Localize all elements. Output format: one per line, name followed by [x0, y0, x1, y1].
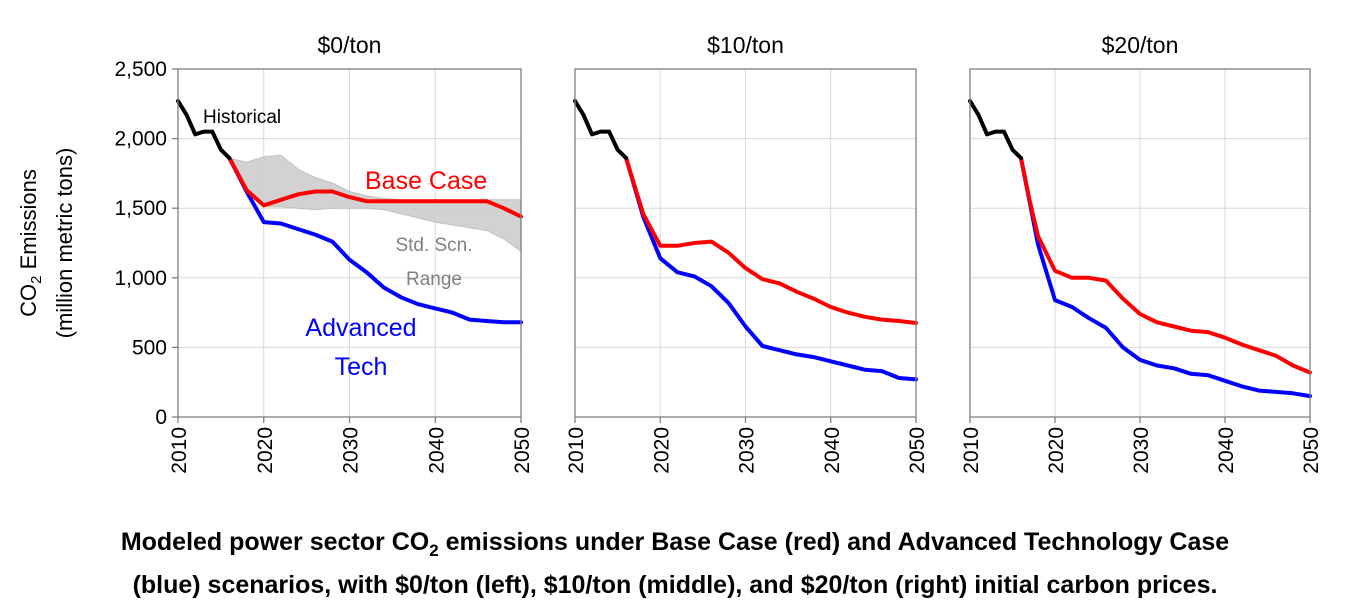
x-tick-label-2040: 2040: [821, 427, 844, 474]
advanced-annotation-line-1: Advanced: [305, 314, 416, 342]
x-tick-label-2030: 2030: [340, 427, 363, 474]
y-tick-label-2,500: 2,500: [114, 58, 167, 81]
x-tick-label-2050: 2050: [511, 427, 534, 474]
y-tick-label-1,000: 1,000: [114, 267, 167, 290]
caption-line-1-suffix: emissions under Base Case (red) and Adva…: [438, 528, 1230, 556]
range-annotation-line-2: Range: [406, 269, 462, 290]
advanced-tech-line: [624, 156, 918, 382]
x-tick-label-2040: 2040: [1215, 427, 1238, 474]
chart-panel-2: 2010 2020 2030 2040 2050 $10/ton: [565, 32, 929, 474]
advanced-tech-line: [227, 156, 523, 325]
historical-line: [968, 99, 1023, 161]
historical-line: [176, 99, 232, 161]
y-tick-label-0: 0: [155, 406, 167, 429]
x-tick-label-2030: 2030: [736, 427, 759, 474]
advanced-tech-line: [1019, 156, 1312, 399]
caption-line-1-subscript: 2: [429, 541, 439, 560]
base-case-line: [227, 156, 523, 219]
y-axis-label-co: CO: [16, 284, 41, 317]
panel-title: $0/ton: [318, 32, 382, 58]
caption-line-2: (blue) scenarios, with $0/ton (left), $1…: [132, 571, 1218, 599]
y-tick-label-1,500: 1,500: [114, 197, 167, 220]
y-axis-label-line-1: CO2 Emissions: [16, 169, 45, 317]
y-axis-label-subscript: 2: [28, 276, 45, 284]
y-axis-label-line-2: (million metric tons): [52, 148, 77, 339]
emissions-figure: CO2 Emissions (million metric tons) 2010 2…: [16, 32, 1323, 474]
x-tick-label-2010: 2010: [565, 427, 588, 474]
range-annotation-line-1: Std. Scn.: [395, 235, 472, 256]
x-tick-label-2020: 2020: [1045, 427, 1068, 474]
panel-title: $10/ton: [707, 32, 784, 58]
x-tick-label-2020: 2020: [254, 427, 277, 474]
base-case-annotation: Base Case: [365, 167, 487, 195]
panel-title: $20/ton: [1102, 32, 1179, 58]
base-case-line: [1019, 156, 1312, 375]
y-tick-label-500: 500: [132, 336, 167, 359]
chart-panel-1: 2010 2020 2030 2040 2050 0 500 1,000 1,500 2,000 2…: [114, 32, 534, 474]
historical-annotation: Historical: [203, 107, 281, 128]
x-tick-label-2020: 2020: [650, 427, 673, 474]
x-tick-label-2050: 2050: [906, 427, 929, 474]
x-tick-label-2030: 2030: [1130, 427, 1153, 474]
x-tick-label-2040: 2040: [425, 427, 448, 474]
caption-line-1-prefix: Modeled power sector CO: [120, 528, 430, 556]
y-axis-label-suffix: Emissions: [16, 169, 41, 275]
x-tick-label-2010: 2010: [168, 427, 191, 474]
chart-panels: 2010 2020 2030 2040 2050 0 500 1,000 1,500 2,000 2…: [114, 32, 1323, 474]
x-tick-label-2010: 2010: [960, 427, 983, 474]
x-tick-label-2050: 2050: [1300, 427, 1323, 474]
y-axis-label: CO2 Emissions (million metric tons): [16, 148, 77, 339]
caption-line-1: Modeled power sector CO2 emissions under…: [0, 525, 1350, 568]
base-case-line: [624, 156, 918, 325]
chart-panel-3: 2010 2020 2030 2040 2050 $20/ton: [960, 32, 1323, 474]
historical-line: [573, 99, 629, 161]
y-tick-label-2,000: 2,000: [114, 128, 167, 151]
advanced-annotation-line-2: Tech: [335, 353, 388, 381]
figure-caption: Modeled power sector CO2 emissions under…: [0, 525, 1350, 602]
